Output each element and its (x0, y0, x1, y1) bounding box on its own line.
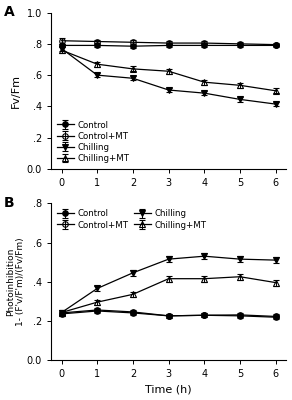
Text: A: A (4, 5, 14, 19)
Legend: Control, Control+MT, Chilling, Chilling+MT: Control, Control+MT, Chilling, Chilling+… (55, 119, 131, 165)
Y-axis label: Photoinhibition
1- (F'v/F'm)/(Fv/Fm): Photoinhibition 1- (F'v/F'm)/(Fv/Fm) (6, 237, 25, 326)
Text: B: B (4, 196, 14, 210)
X-axis label: Time (h): Time (h) (145, 384, 192, 394)
Legend: Control, Control+MT, Chilling, Chilling+MT: Control, Control+MT, Chilling, Chilling+… (55, 208, 208, 231)
Y-axis label: Fv/Fm: Fv/Fm (11, 74, 21, 108)
